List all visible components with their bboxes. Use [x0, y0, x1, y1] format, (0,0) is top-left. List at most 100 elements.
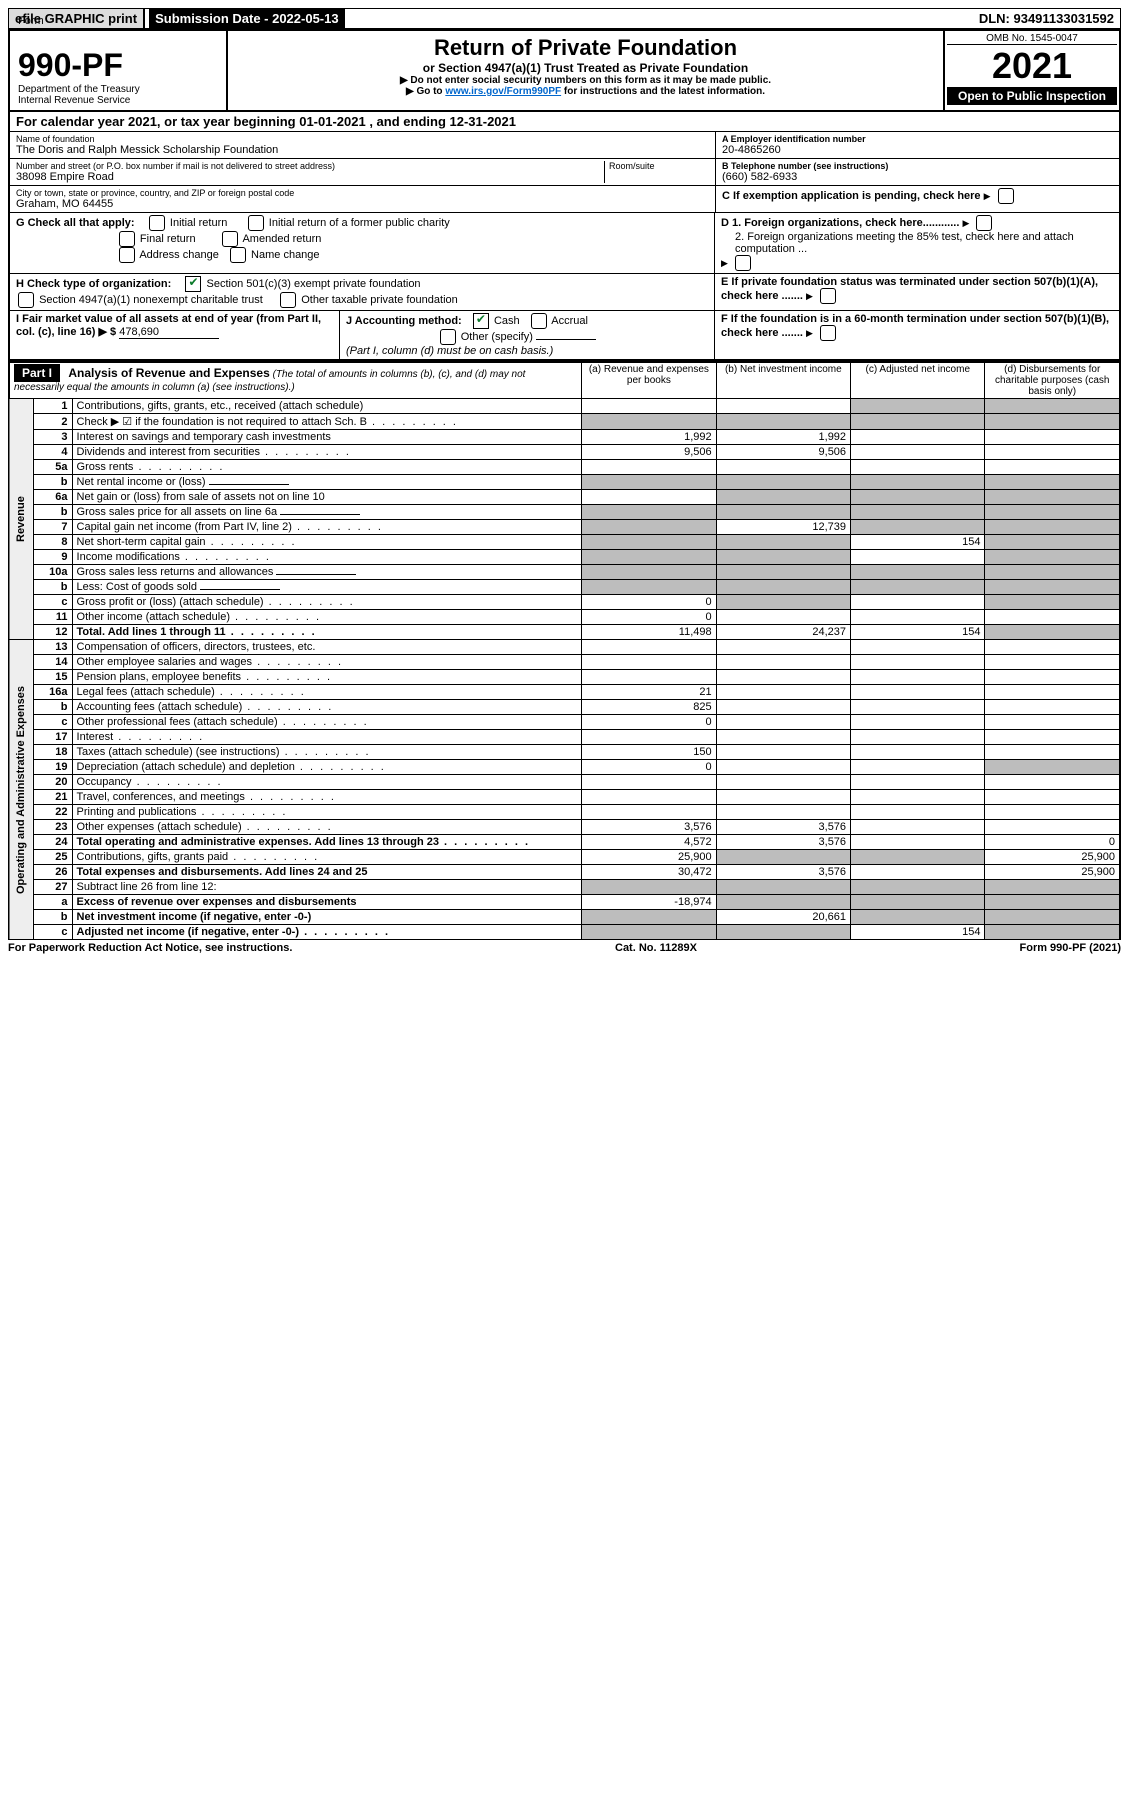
checkbox-amended[interactable] — [222, 231, 238, 247]
checkbox-f[interactable] — [820, 325, 836, 341]
value-cell — [985, 625, 1120, 640]
line-number: 25 — [33, 850, 72, 865]
value-cell: 0 — [582, 715, 716, 730]
value-cell — [582, 730, 716, 745]
checkbox-other-method[interactable] — [440, 329, 456, 345]
line-description: Gross sales price for all assets on line… — [72, 505, 582, 520]
value-cell — [851, 640, 985, 655]
value-cell — [985, 925, 1120, 940]
addr-label: Number and street (or P.O. box number if… — [16, 161, 604, 171]
table-row: Revenue1Contributions, gifts, grants, et… — [9, 399, 1120, 414]
table-row: bGross sales price for all assets on lin… — [9, 505, 1120, 520]
checkbox-initial-public[interactable] — [248, 215, 264, 231]
value-cell: 20,661 — [716, 910, 850, 925]
col-b-header: (b) Net investment income — [716, 362, 850, 399]
table-row: 17Interest — [9, 730, 1120, 745]
table-row: 19Depreciation (attach schedule) and dep… — [9, 760, 1120, 775]
value-cell: 154 — [851, 535, 985, 550]
ein-value: 20-4865260 — [722, 144, 1113, 156]
line-number: 5a — [33, 460, 72, 475]
value-cell: 154 — [851, 625, 985, 640]
omb-number: OMB No. 1545-0047 — [947, 33, 1117, 45]
table-row: 23Other expenses (attach schedule)3,5763… — [9, 820, 1120, 835]
table-row: 15Pension plans, employee benefits — [9, 670, 1120, 685]
table-row: 9Income modifications — [9, 550, 1120, 565]
value-cell — [851, 399, 985, 414]
table-row: 16aLegal fees (attach schedule)21 — [9, 685, 1120, 700]
value-cell — [985, 414, 1120, 430]
value-cell — [716, 670, 850, 685]
line-number: 13 — [33, 640, 72, 655]
line-number: 6a — [33, 490, 72, 505]
table-row: 24Total operating and administrative exp… — [9, 835, 1120, 850]
value-cell — [851, 820, 985, 835]
checkbox-final[interactable] — [119, 231, 135, 247]
value-cell: 0 — [582, 610, 716, 625]
line-number: 27 — [33, 880, 72, 895]
table-row: 6aNet gain or (loss) from sale of assets… — [9, 490, 1120, 505]
line-number: b — [33, 505, 72, 520]
value-cell — [985, 535, 1120, 550]
line-description: Accounting fees (attach schedule) — [72, 700, 582, 715]
checkbox-4947[interactable] — [18, 292, 34, 308]
h-4947: Section 4947(a)(1) nonexempt charitable … — [39, 294, 263, 306]
header-right: OMB No. 1545-0047 2021 Open to Public In… — [943, 31, 1119, 110]
line-description: Dividends and interest from securities — [72, 445, 582, 460]
value-cell — [716, 655, 850, 670]
e-label: E If private foundation status was termi… — [721, 276, 1098, 302]
value-cell — [716, 745, 850, 760]
value-cell — [851, 880, 985, 895]
value-cell — [985, 610, 1120, 625]
header-center: Return of Private Foundation or Section … — [228, 31, 943, 110]
form-title: Return of Private Foundation — [232, 35, 939, 61]
line-description: Gross sales less returns and allowances — [72, 565, 582, 580]
checkbox-cash[interactable] — [473, 313, 489, 329]
telephone: (660) 582-6933 — [722, 171, 1113, 183]
value-cell — [985, 670, 1120, 685]
checkbox-accrual[interactable] — [531, 313, 547, 329]
value-cell — [985, 895, 1120, 910]
value-cell — [851, 460, 985, 475]
h-label: H Check type of organization: — [16, 278, 171, 290]
col-a-header: (a) Revenue and expenses per books — [582, 362, 716, 399]
value-cell — [985, 760, 1120, 775]
checkbox-d1[interactable] — [976, 215, 992, 231]
checkbox-initial-return[interactable] — [149, 215, 165, 231]
value-cell — [851, 790, 985, 805]
line-number: c — [33, 595, 72, 610]
line-description: Contributions, gifts, grants paid — [72, 850, 582, 865]
checkbox-d2[interactable] — [735, 255, 751, 271]
value-cell — [851, 850, 985, 865]
line-number: 16a — [33, 685, 72, 700]
value-cell: 25,900 — [985, 850, 1120, 865]
line-number: b — [33, 910, 72, 925]
arrow-icon — [806, 290, 815, 302]
checkbox-other-taxable[interactable] — [280, 292, 296, 308]
checkbox-c[interactable] — [998, 188, 1014, 204]
value-cell — [582, 775, 716, 790]
value-cell — [985, 790, 1120, 805]
value-cell — [851, 565, 985, 580]
line-description: Total. Add lines 1 through 11 — [72, 625, 582, 640]
instr-goto-post: for instructions and the latest informat… — [564, 86, 765, 97]
value-cell — [851, 550, 985, 565]
checkbox-e[interactable] — [820, 288, 836, 304]
irs-link[interactable]: www.irs.gov/Form990PF — [445, 86, 561, 97]
f-label: F If the foundation is in a 60-month ter… — [721, 313, 1109, 339]
value-cell — [985, 445, 1120, 460]
value-cell — [851, 865, 985, 880]
checkbox-name-change[interactable] — [230, 247, 246, 263]
checkbox-501c3[interactable] — [185, 276, 201, 292]
value-cell — [582, 640, 716, 655]
tax-year: 2021 — [947, 45, 1117, 87]
value-cell — [851, 655, 985, 670]
col-c-header: (c) Adjusted net income — [851, 362, 985, 399]
line-description: Net short-term capital gain — [72, 535, 582, 550]
value-cell: 3,576 — [716, 820, 850, 835]
city-state-zip: Graham, MO 64455 — [16, 198, 709, 210]
value-cell — [985, 655, 1120, 670]
value-cell — [716, 685, 850, 700]
checkbox-address[interactable] — [119, 247, 135, 263]
line-number: 11 — [33, 610, 72, 625]
line-number: b — [33, 475, 72, 490]
